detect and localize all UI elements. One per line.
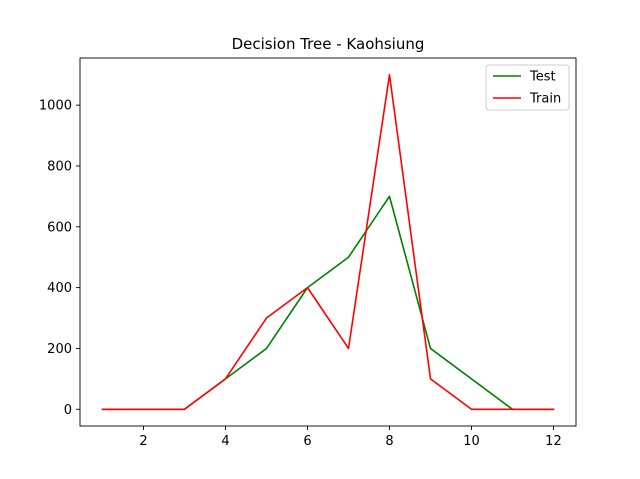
legend-label-train: Train	[529, 92, 561, 107]
chart-title: Decision Tree - Kaohsiung	[232, 35, 425, 53]
plot-frame	[79, 57, 577, 427]
y-tick-label: 1000	[39, 99, 72, 114]
series-line-test	[101, 195, 555, 411]
series-line-train	[101, 73, 555, 411]
y-tick-label: 800	[47, 159, 72, 174]
y-tick-label: 600	[47, 220, 72, 235]
plot-area: 2 4 6 8 10 12 0 200 400 600 800 1000 Test Train	[39, 57, 577, 449]
x-tick-label: 4	[221, 434, 229, 449]
x-tick-label: 8	[385, 434, 393, 449]
x-tick-label: 2	[139, 434, 147, 449]
x-tick-label: 10	[463, 434, 480, 449]
y-tick-label: 200	[47, 342, 72, 357]
y-tick-label: 400	[47, 281, 72, 296]
x-tick-label: 6	[303, 434, 311, 449]
x-tick-label: 12	[545, 434, 562, 449]
legend-label-test: Test	[529, 70, 556, 85]
y-tick-label: 0	[64, 403, 72, 418]
